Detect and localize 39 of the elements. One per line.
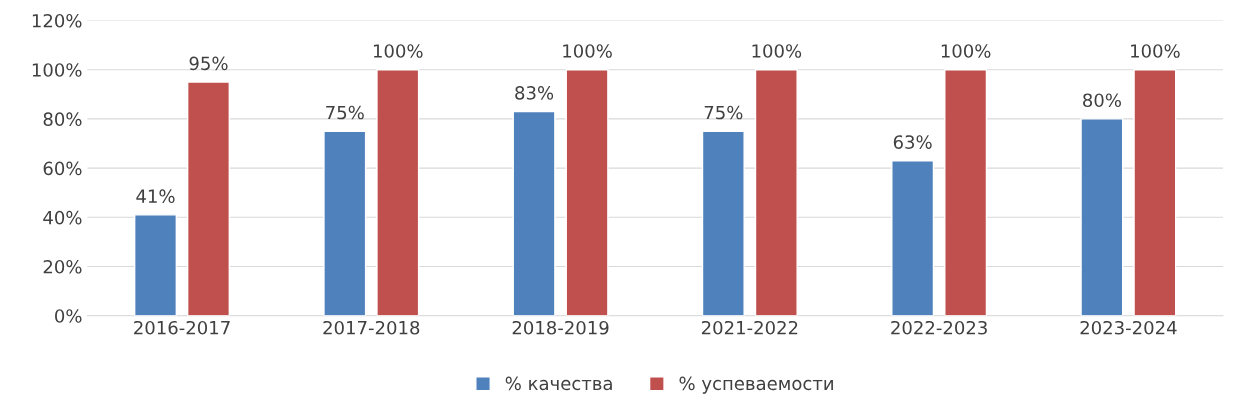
data-label: 100%	[373, 44, 423, 58]
x-tick-label: 2017-2018	[323, 320, 420, 335]
x-tick-label: 2023-2024	[1080, 320, 1177, 335]
bar	[1133, 69, 1177, 316]
bar	[701, 130, 745, 316]
x-tick-label: 2018-2019	[512, 320, 609, 335]
bar	[512, 110, 556, 316]
data-label: 100%	[1131, 44, 1180, 58]
legend-label: % качества	[505, 376, 612, 391]
bar	[323, 130, 367, 316]
data-label: 75%	[704, 105, 743, 120]
bar	[186, 81, 231, 316]
bar	[133, 214, 178, 316]
data-label: 63%	[893, 135, 932, 149]
y-tick-label: 80%	[43, 112, 82, 127]
y-tick-label: 60%	[43, 161, 82, 176]
data-label: 83%	[515, 86, 554, 100]
y-tick-label: 100%	[32, 63, 82, 77]
data-label: 80%	[1083, 93, 1121, 108]
y-tick-label: 0%	[55, 309, 82, 323]
bar	[1080, 118, 1124, 316]
x-tick-label: 2016-2017	[134, 320, 230, 335]
data-label: 100%	[752, 44, 802, 58]
bar	[891, 160, 935, 316]
y-tick-label: 40%	[43, 210, 82, 225]
bar	[944, 69, 988, 316]
bar	[565, 69, 609, 316]
y-tick-label: 20%	[43, 259, 82, 274]
data-label: 95%	[189, 56, 228, 71]
x-tick-label: 2021-2022	[701, 320, 798, 335]
y-tick-label: 120%	[32, 13, 82, 28]
data-label: 100%	[563, 44, 612, 58]
data-label: 41%	[136, 189, 175, 204]
data-label: 100%	[941, 44, 991, 58]
legend-label: % успеваемости	[679, 376, 833, 394]
x-tick-label: 2022-2023	[891, 320, 987, 335]
bar	[376, 69, 420, 316]
data-label: 75%	[326, 105, 364, 120]
bar	[754, 69, 798, 316]
